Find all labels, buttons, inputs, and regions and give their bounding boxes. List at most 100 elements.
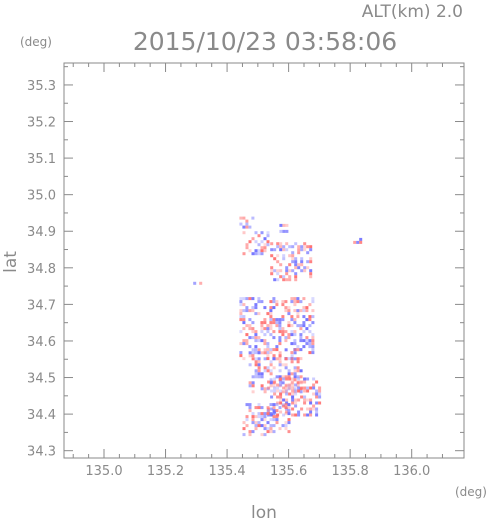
echo-cell-negative [272, 430, 276, 434]
echo-cell-negative [245, 306, 249, 310]
echo-cell-positive [276, 401, 280, 405]
echo-cell-negative [257, 351, 261, 355]
echo-cell-positive [245, 424, 249, 428]
echo-cell-positive [242, 327, 246, 331]
echo-cell-positive [290, 381, 294, 385]
echo-cell-negative [254, 231, 258, 235]
echo-cell-negative [278, 324, 282, 328]
echo-cell-negative [315, 389, 319, 393]
echo-cell-positive [279, 398, 283, 402]
echo-cell-positive [288, 275, 292, 279]
echo-cell-negative [254, 372, 258, 376]
echo-cell-positive [309, 386, 313, 390]
echo-cell-negative [311, 297, 315, 301]
echo-cell-positive [311, 309, 315, 313]
echo-cell-negative [311, 351, 315, 355]
echo-cell-negative [257, 363, 261, 367]
echo-cell-negative [272, 357, 276, 361]
echo-cell-positive [269, 306, 273, 310]
echo-cell-negative [294, 392, 298, 396]
echo-cell-negative [287, 312, 291, 316]
echo-cell-negative [272, 336, 276, 340]
echo-cell-negative [294, 389, 298, 393]
echo-cell-positive [251, 390, 255, 394]
echo-cell-positive [266, 412, 270, 416]
plot-frame [63, 62, 465, 459]
echo-cell-positive [257, 336, 261, 340]
echo-cell-positive [278, 342, 282, 346]
echo-cell-positive [257, 348, 261, 352]
echo-cell-negative [282, 254, 286, 258]
echo-cell-positive [245, 246, 249, 250]
echo-cell-negative [278, 375, 282, 379]
echo-cell-positive [269, 300, 273, 304]
echo-cell-negative [297, 266, 301, 270]
echo-cell-negative [293, 333, 297, 337]
echo-cell-positive [276, 242, 280, 246]
echo-cell-positive [293, 378, 297, 382]
echo-cell-positive [293, 309, 297, 313]
echo-cell-negative [315, 410, 319, 414]
echo-cell-positive [257, 366, 261, 370]
echo-cell-negative [300, 269, 304, 273]
echo-cell-positive [309, 257, 313, 261]
echo-cell-positive [251, 327, 255, 331]
echo-cell-positive [303, 398, 307, 402]
echo-cell-negative [302, 330, 306, 334]
echo-cell-negative [287, 421, 291, 425]
echo-cell-negative [251, 321, 255, 325]
echo-cell-positive [263, 366, 267, 370]
echo-cell-positive [285, 383, 289, 387]
echo-cell-positive [315, 395, 319, 399]
echo-cell-positive [278, 354, 282, 358]
y-tick-label: 34.4 [27, 408, 56, 423]
echo-cell-negative [248, 403, 252, 407]
echo-cell-negative [248, 225, 252, 229]
echo-cell-positive [284, 330, 288, 334]
echo-cell-negative [251, 336, 255, 340]
echo-cell-negative [257, 249, 261, 253]
echo-cell-positive [260, 321, 264, 325]
echo-cell-positive [242, 231, 246, 235]
echo-cell-negative [287, 412, 291, 416]
echo-cell-positive [266, 312, 270, 316]
echo-cell-positive [279, 392, 283, 396]
echo-cell-negative [315, 401, 319, 405]
y-unit-label: (deg) [20, 35, 52, 49]
echo-cell-positive [248, 381, 252, 385]
echo-cell-negative [260, 375, 264, 379]
echo-cell-positive [248, 240, 252, 244]
echo-cell-negative [284, 348, 288, 352]
echo-cell-positive [303, 389, 307, 393]
echo-cell-positive [309, 275, 313, 279]
echo-cell-negative [309, 269, 313, 273]
echo-cell-negative [260, 330, 264, 334]
echo-cell-negative [299, 336, 303, 340]
echo-cell-positive [242, 252, 246, 256]
echo-cell-negative [308, 339, 312, 343]
echo-cell-positive [303, 248, 307, 252]
echo-cell-positive [287, 324, 291, 328]
echo-cell-negative [242, 342, 246, 346]
echo-cell-positive [248, 249, 252, 253]
echo-cell-negative [305, 327, 309, 331]
echo-cell-negative [269, 418, 273, 422]
echo-cell-negative [254, 333, 258, 337]
echo-cell-negative [293, 339, 297, 343]
echo-cell-negative [305, 339, 309, 343]
echo-cell-positive [254, 415, 258, 419]
echo-cell-negative [248, 318, 252, 322]
echo-cell-positive [293, 303, 297, 307]
echo-cell-positive [266, 430, 270, 434]
echo-cell-negative [245, 403, 249, 407]
echo-cell-negative [266, 243, 270, 247]
echo-cell-negative [281, 403, 285, 407]
echo-cell-negative [285, 248, 289, 252]
echo-cell-negative [318, 392, 322, 396]
y-tick-label: 34.3 [27, 445, 56, 460]
echo-cell-positive [269, 327, 273, 331]
echo-cell-negative [312, 377, 316, 381]
echo-cell-positive [257, 312, 261, 316]
x-unit-label: (deg) [455, 485, 487, 499]
echo-cell-positive [242, 216, 246, 220]
